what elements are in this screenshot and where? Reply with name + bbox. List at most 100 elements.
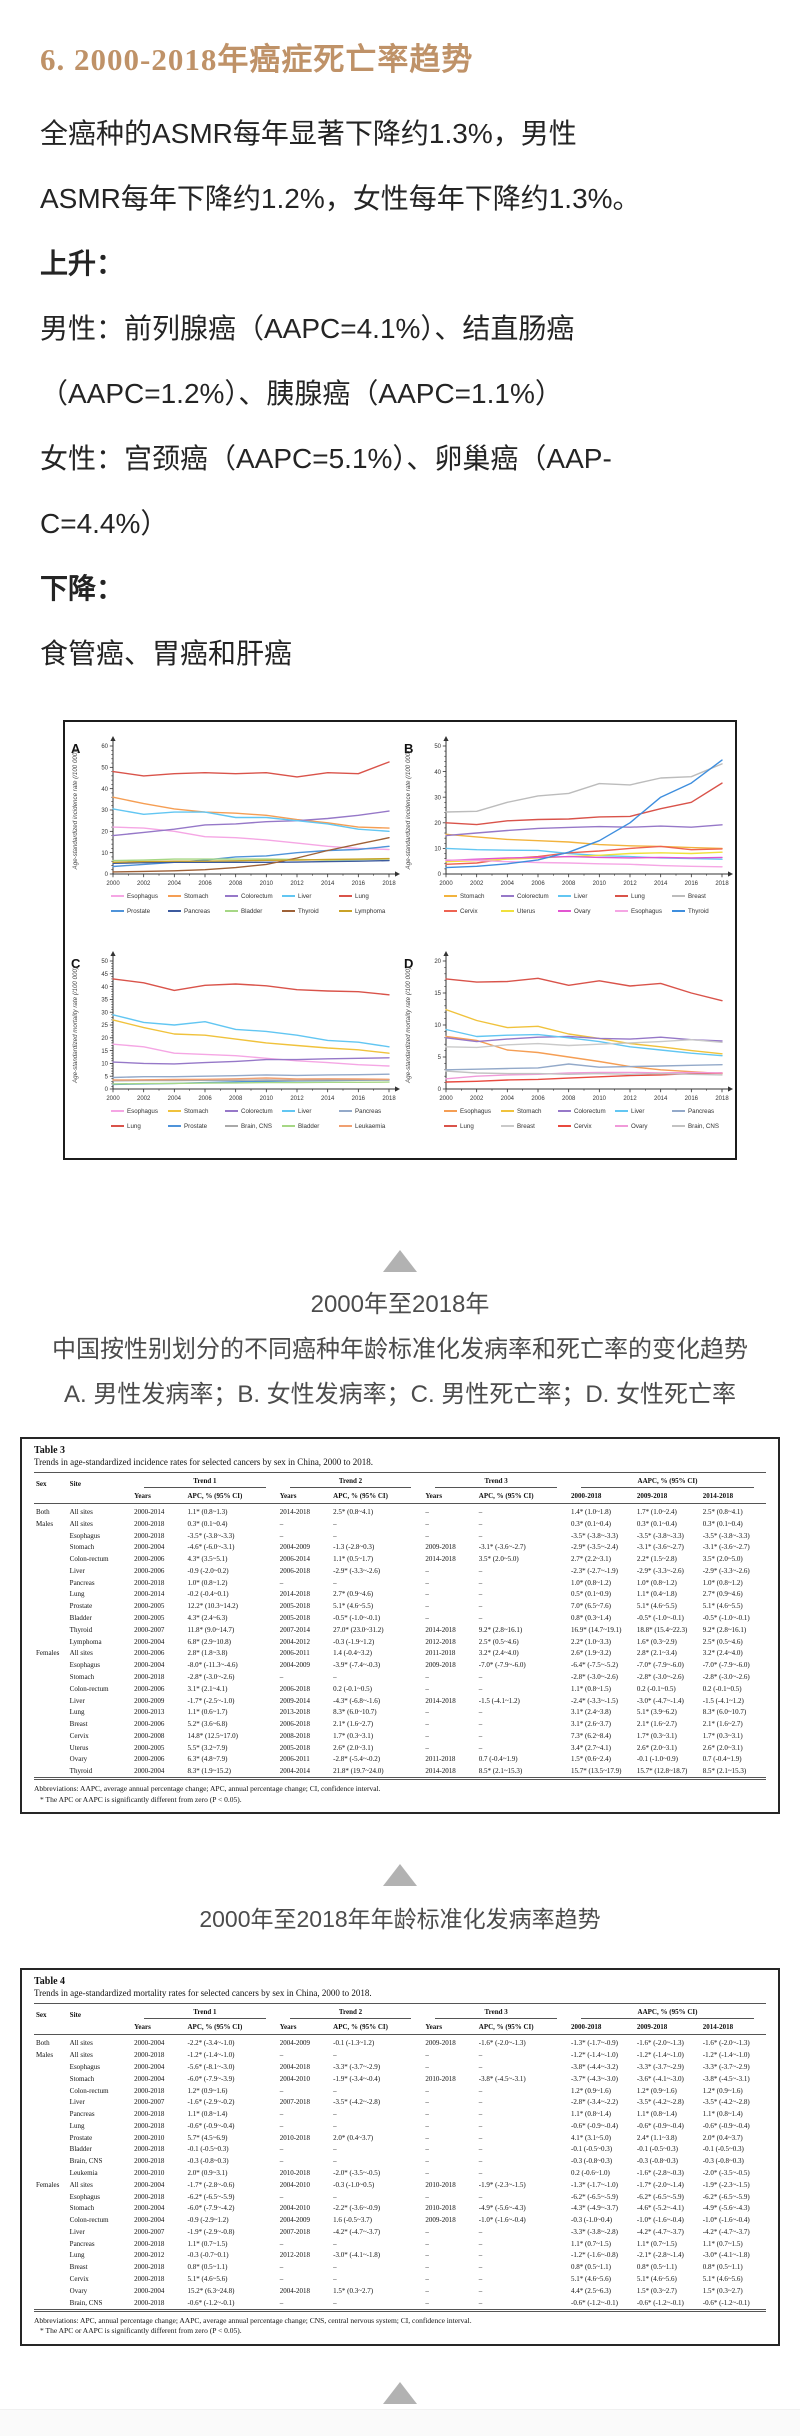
prostate-line [112, 845, 390, 868]
brain-cns-line [112, 1079, 390, 1082]
colorectum-line [445, 1035, 723, 1043]
table-footnote: Abbreviations: APC, annual percentage ch… [34, 2315, 472, 2325]
table-row: Both All sites 2000-2014 1.1* (0.8~1.3) 2014… [36, 1508, 743, 1516]
chart-panel-B: 0 10 20 30 40 50 2000 2002 2004 2006 2008 2010 2012 2… [400, 732, 733, 939]
legend-item: Thyroid [282, 908, 319, 915]
column-group-header: Trend 3 [423, 2003, 569, 2022]
table-subtitle: Trends in age-standardized mortality rat… [34, 1988, 372, 1999]
legend-item: Stomach [501, 1108, 542, 1115]
thyroid-line [445, 759, 723, 869]
legend-item: Cervix [444, 908, 478, 915]
y-axis-title: Age-standardized incidence rate (/100 00… [72, 751, 79, 871]
y-axis-title: Age-standardized mortality rate (/100 00… [72, 967, 79, 1084]
table-title: Table 4 [34, 1976, 66, 1988]
ovary-line [445, 855, 723, 862]
brain-cns-line [445, 1070, 723, 1076]
table-row: Esophagus 2000-2018 -6.2* (-6.5~-5.9) – – – – -… [69, 2192, 750, 2201]
svg-text:2000: 2000 [439, 1096, 453, 1102]
stomach-line [112, 1019, 390, 1054]
table-footnote: Abbreviations: AAPC, average annual perc… [34, 1784, 381, 1794]
svg-text:2010: 2010 [593, 881, 607, 887]
uterus-line [445, 851, 723, 863]
svg-text:0: 0 [105, 872, 109, 878]
svg-text:2014: 2014 [654, 881, 668, 887]
table-row: Females All sites 2000-2006 2.8* (1.8~3.8) 2… [36, 1649, 743, 1658]
svg-text:2010: 2010 [260, 1096, 274, 1102]
legend-item: Pancreas [672, 1108, 714, 1115]
column-header: Years [423, 2021, 477, 2036]
esophagus-line [445, 859, 723, 868]
y-axis-title: Age-standardized incidence rate (/100 00… [405, 751, 412, 871]
svg-text:2012: 2012 [290, 1096, 304, 1102]
svg-text:2004: 2004 [168, 1096, 182, 1102]
svg-text:2014: 2014 [654, 1096, 668, 1102]
table-row: Both All sites 2000-2004 -2.2* (-3.4~-1.0) 2… [36, 2039, 750, 2048]
svg-text:40: 40 [101, 985, 108, 991]
svg-text:2002: 2002 [137, 881, 151, 887]
column-header [67, 1490, 133, 1504]
pancreas-line [445, 1063, 723, 1071]
triangle-separator-icon [383, 1250, 417, 1272]
table-row: Pancreas 2000-2018 1.0* (0.8~1.2) – – – –1.0* … [69, 1578, 743, 1587]
intro-paragraphs: 全癌种的ASMR每年显著下降约1.3%，男性 ASMR每年下降约1.2%，女性每年… [40, 101, 760, 686]
legend-item: Prostate [111, 908, 151, 915]
svg-text:Liver: Liver [298, 1108, 311, 1115]
legend-item: Lung [444, 1123, 474, 1130]
legend-item: Liver [282, 1108, 311, 1115]
svg-text:30: 30 [434, 795, 441, 801]
legend-item: Stomach [444, 893, 485, 900]
table-row: Lung 2000-2012 -0.3 (-0.7~0.1) 2012-2018 -3.… [69, 2251, 750, 2260]
legend-item: Breast [501, 1123, 535, 1130]
chart-panel-D: 0 5 10 15 20 2000 2002 2004 2006 2008 2010 2012 2014… [400, 947, 733, 1154]
svg-text:0: 0 [438, 1087, 442, 1093]
svg-text:2014: 2014 [321, 881, 335, 887]
table-row: Brain, CNS 2000-2018 -0.3 (-0.8~0.3) – – – – -0… [69, 2157, 744, 2166]
table-row: Cervix 2000-2008 14.8* (12.5~17.0) 2008-201… [69, 1731, 743, 1740]
column-header: 2009-2018 [634, 2021, 701, 2036]
legend-item: Leukaemia [339, 1123, 386, 1130]
figure-panels: 0 10 20 30 40 50 60 2000 2002 2004 2006 2008 2010 201… [67, 732, 733, 1154]
legend-item: Pancreas [339, 1108, 381, 1115]
svg-text:Stomach: Stomach [184, 893, 209, 900]
paragraph: 上升： [40, 248, 125, 279]
panel-label-C: C [71, 956, 81, 971]
svg-text:5: 5 [105, 1074, 109, 1080]
svg-text:2002: 2002 [470, 1096, 484, 1102]
figure-caption-line-2: 中国按性别划分的不同癌种年龄标准化发病率和死亡率的变化趋势 [52, 1336, 748, 1363]
table-row: Uterus 2000-2005 5.5* (3.2~7.9) 2005-2018 2.… [69, 1743, 743, 1752]
legend-item: Liver [282, 893, 311, 900]
legend-item: Colorectum [558, 1108, 606, 1115]
figure-caption-line-3: A. 男性发病率；B. 女性发病率；C. 男性死亡率；D. 女性死亡率 [63, 1381, 737, 1408]
svg-text:30: 30 [101, 808, 108, 814]
legend-item: Esophagus [444, 1108, 491, 1115]
svg-text:2012: 2012 [623, 881, 637, 887]
svg-text:35: 35 [101, 998, 108, 1004]
legend-item: Lung [111, 1123, 141, 1130]
paragraph: 男性：前列腺癌（AAPC=4.1%）、结直肠癌 （AAPC=1.2%）、胰腺癌（A… [40, 313, 575, 409]
svg-text:Stomach: Stomach [460, 893, 485, 900]
column-group-header: Trend 2 [277, 2003, 424, 2022]
svg-text:Ovary: Ovary [631, 1123, 648, 1130]
svg-text:2018: 2018 [382, 881, 396, 887]
column-header [34, 1490, 68, 1504]
esophagus-line [445, 1035, 723, 1075]
svg-text:2010: 2010 [260, 881, 274, 887]
legend-item: Colorectum [225, 1108, 273, 1115]
legend-item: Brain, CNS [672, 1123, 719, 1130]
figure-caption-line-1: 2000年至2018年 [310, 1291, 490, 1318]
table-row: Pancreas 2000-2018 1.1* (0.7~1.5) – – – –1.1* … [69, 2239, 743, 2248]
legend-item: Pancreas [168, 908, 210, 915]
lymphoma-line [112, 857, 390, 864]
table-row: Liver 2000-2007 -1.9* (-2.9~-0.8) 2007-2018… [69, 2227, 750, 2236]
svg-text:60: 60 [101, 744, 108, 750]
table-title: Table 3 [34, 1445, 66, 1456]
colorectum-line [112, 1057, 390, 1065]
paragraph: 女性：宫颈癌（AAPC=5.1%）、卵巢癌（AAP- C=4.4%） [40, 443, 612, 539]
column-header: APC, % (95% CI) [331, 2021, 424, 2036]
paragraph: 全癌种的ASMR每年显著下降约1.3%，男性 ASMR每年下降约1.2%，女性每年… [40, 118, 641, 214]
svg-text:2006: 2006 [531, 1096, 545, 1102]
svg-text:Bladder: Bladder [241, 908, 262, 915]
svg-text:Leukaemia: Leukaemia [355, 1123, 386, 1130]
column-header [67, 2021, 133, 2036]
column-header: Years [277, 1490, 332, 1504]
